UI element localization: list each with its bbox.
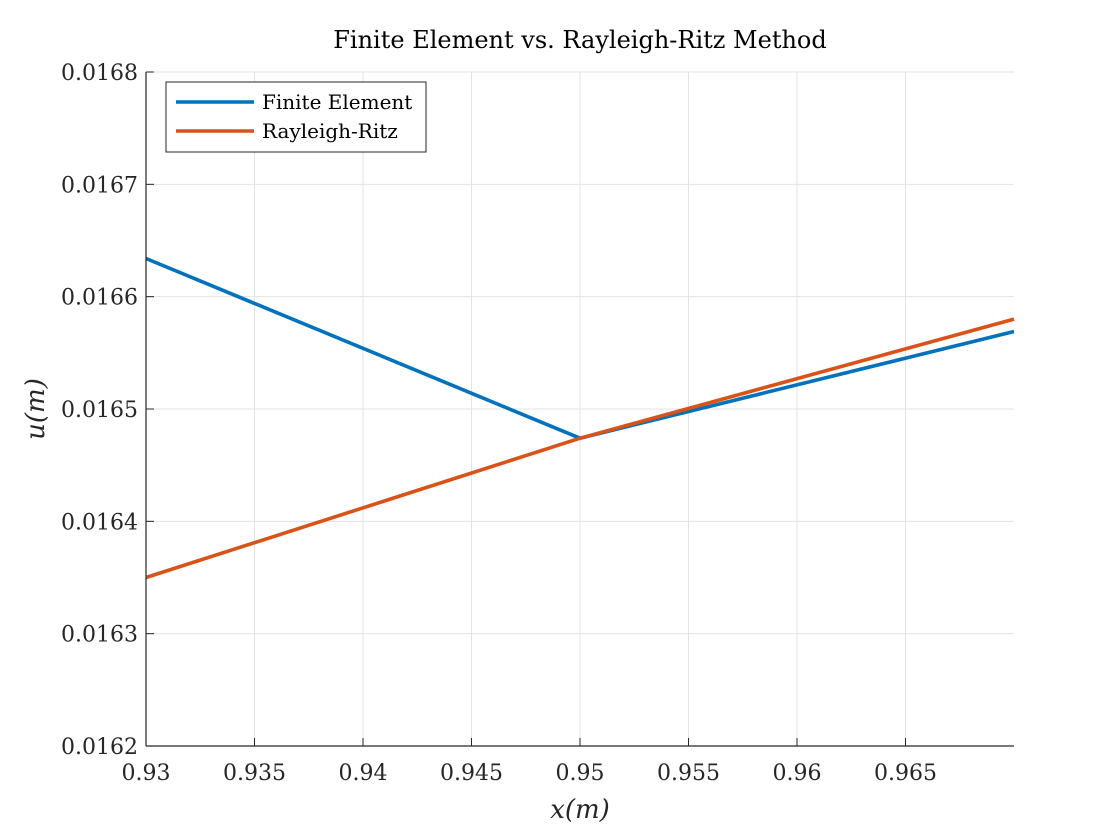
y-tick-label: 0.0165 xyxy=(61,398,138,423)
ticks: 0.93 0.935 0.94 0.945 0.95 0.955 0.96 0.965 0.01… xyxy=(61,61,937,786)
x-tick-label: 0.96 xyxy=(773,761,822,786)
series-line-2 xyxy=(145,317,1015,580)
legend-label-1: Finite Element xyxy=(262,90,412,114)
y-axis-label: u(m) xyxy=(21,378,51,440)
series-layer xyxy=(145,256,1015,580)
y-tick-label: 0.0166 xyxy=(61,286,138,311)
x-tick-label: 0.955 xyxy=(657,761,720,786)
y-tick-label: 0.0168 xyxy=(61,61,138,86)
x-tick-label: 0.965 xyxy=(874,761,937,786)
x-tick-label: 0.945 xyxy=(440,761,503,786)
y-tick-label: 0.0162 xyxy=(61,735,138,760)
x-tick-label: 0.95 xyxy=(556,761,605,786)
legend-label-2: Rayleigh-Ritz xyxy=(262,119,398,143)
chart-title: Finite Element vs. Rayleigh-Ritz Method xyxy=(333,26,827,54)
legend: Finite Element Rayleigh-Ritz xyxy=(165,81,427,153)
y-tick-label: 0.0163 xyxy=(61,623,138,648)
x-axis-label: x(m) xyxy=(550,795,610,825)
x-tick-label: 0.94 xyxy=(339,761,388,786)
x-tick-label: 0.935 xyxy=(223,761,286,786)
y-tick-label: 0.0164 xyxy=(61,510,138,535)
y-tick-label: 0.0167 xyxy=(61,173,138,198)
legend-box xyxy=(165,81,427,153)
x-tick-label: 0.93 xyxy=(122,761,171,786)
